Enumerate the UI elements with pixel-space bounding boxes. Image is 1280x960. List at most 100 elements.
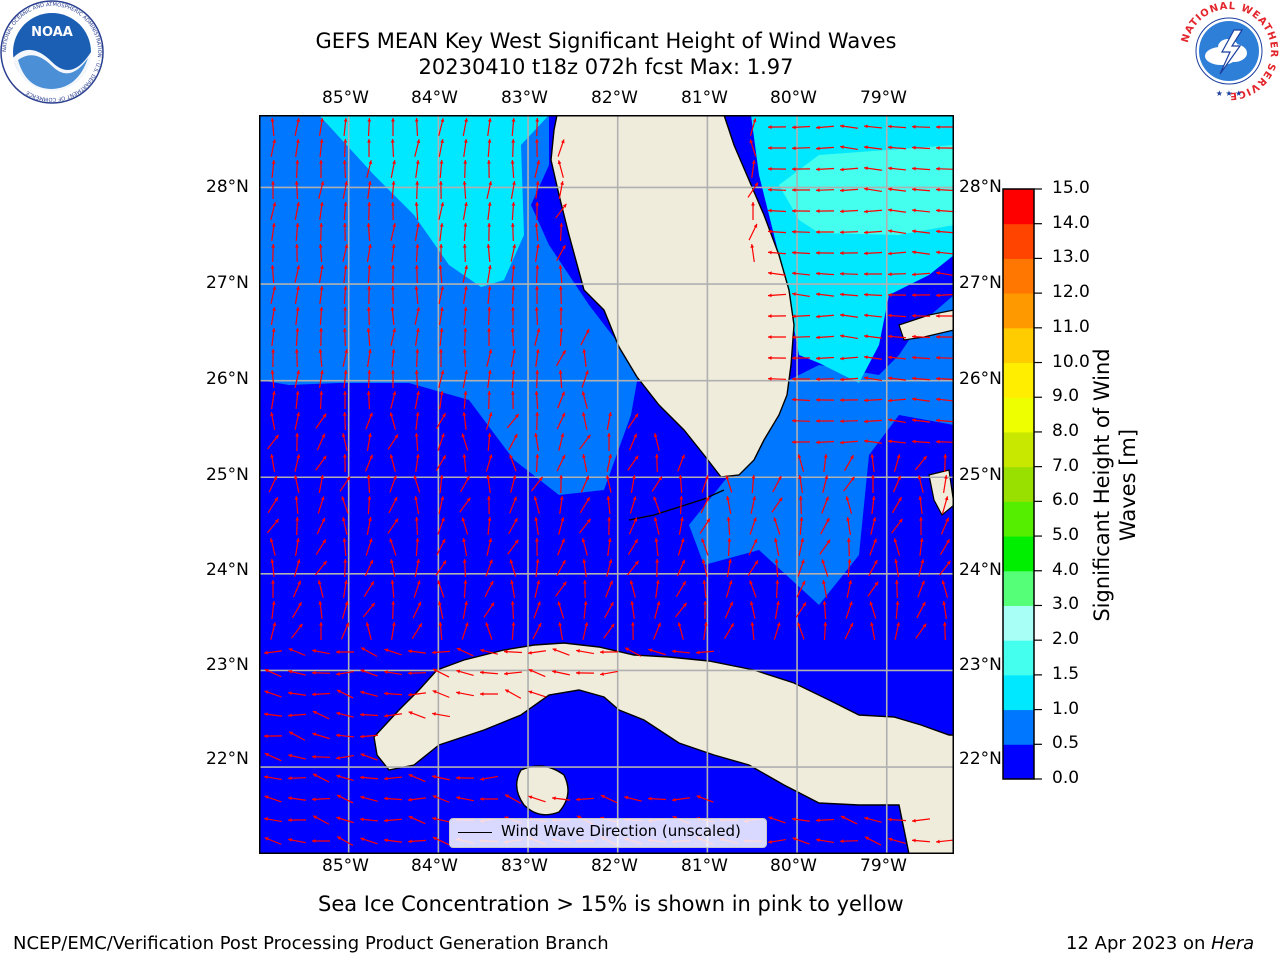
wave-direction-arrow (791, 125, 811, 130)
wave-direction-arrow (647, 796, 667, 801)
wave-direction-arrow (435, 412, 447, 430)
noaa-logo-text: NOAA (31, 25, 73, 40)
wave-direction-arrow (389, 454, 396, 472)
wave-direction-arrow (816, 230, 834, 234)
colorbar-band (1003, 431, 1034, 468)
wave-direction-arrow (651, 476, 663, 492)
wave-direction-arrow (263, 712, 283, 717)
wave-direction-arrow (439, 222, 444, 242)
wave-direction-arrow (654, 453, 659, 473)
wave-direction-arrow (415, 454, 420, 472)
wave-direction-arrow (316, 433, 326, 451)
isla-juventud-landmass (516, 765, 569, 816)
wave-direction-arrow (391, 264, 396, 284)
wave-direction-arrow (887, 313, 907, 318)
wave-direction-arrow (360, 690, 378, 697)
wave-direction-arrow (911, 145, 931, 150)
wave-direction-arrow (579, 434, 591, 450)
wave-direction-arrow (677, 538, 685, 556)
wave-direction-arrow (359, 734, 379, 739)
wave-direction-arrow (559, 327, 564, 347)
wave-direction-arrow (846, 537, 851, 557)
wave-direction-arrow (863, 292, 883, 297)
wave-direction-arrow (791, 314, 811, 319)
wave-direction-arrow (408, 773, 426, 783)
wave-direction-arrow (582, 622, 589, 640)
wave-direction-arrow (486, 265, 492, 283)
wave-direction-arrow (312, 649, 330, 655)
colorbar-band (1003, 258, 1034, 294)
wave-direction-arrow (799, 516, 804, 536)
wave-direction-arrow (559, 306, 564, 326)
wave-direction-arrow (437, 517, 445, 535)
wave-direction-arrow (815, 167, 835, 172)
wave-direction-arrow (771, 497, 783, 513)
wave-direction-arrow (439, 474, 444, 494)
colorbar-tick-label: 8.0 (1052, 420, 1080, 441)
wave-direction-arrow (503, 671, 523, 676)
wave-direction-arrow (411, 623, 423, 639)
wave-direction-arrow (792, 377, 810, 381)
wave-direction-arrow (767, 355, 787, 360)
wave-direction-arrow (887, 398, 907, 403)
wave-direction-arrow (654, 537, 659, 557)
wave-direction-arrow (439, 159, 444, 179)
wave-direction-arrow (336, 689, 354, 699)
wave-direction-arrow (815, 335, 835, 340)
wave-direction-arrow (772, 475, 782, 493)
wave-direction-arrow (391, 600, 396, 620)
wave-direction-arrow (840, 334, 858, 340)
wave-direction-arrow (557, 160, 564, 178)
wave-direction-arrow (439, 243, 444, 263)
wave-direction-arrow (626, 560, 640, 576)
wave-direction-arrow (727, 537, 732, 557)
wave-direction-arrow (359, 775, 379, 780)
wave-direction-arrow (653, 496, 661, 514)
wave-direction-arrow (768, 271, 786, 276)
colorbar-tick-label: 4.0 (1052, 559, 1080, 580)
wave-direction-arrow (863, 313, 883, 318)
wave-direction-arrow (319, 222, 324, 242)
wave-direction-arrow (887, 145, 907, 150)
wave-direction-arrow (606, 412, 612, 430)
wave-direction-arrow (815, 250, 835, 255)
wave-direction-arrow (748, 538, 758, 556)
wave-direction-arrow (439, 327, 444, 347)
wave-direction-arrow (437, 580, 445, 598)
wave-direction-arrow (295, 516, 300, 536)
wave-direction-arrow (556, 559, 566, 577)
wave-direction-arrow (455, 775, 475, 780)
colorbar-tick-label: 7.0 (1052, 455, 1080, 476)
wave-direction-arrow (438, 139, 444, 157)
wave-direction-arrow (918, 495, 923, 515)
wave-direction-arrow (653, 433, 660, 451)
wave-direction-arrow (487, 138, 492, 158)
wave-direction-arrow (535, 201, 540, 221)
wave-direction-arrow (677, 454, 685, 472)
wave-direction-arrow (389, 412, 397, 430)
wave-direction-arrow (511, 621, 516, 641)
wave-direction-arrow (627, 538, 639, 556)
wave-direction-arrow (671, 649, 691, 654)
colorbar-tick-label: 15.0 (1052, 178, 1090, 198)
wave-direction-arrow (821, 496, 829, 514)
wave-direction-arrow (751, 474, 756, 494)
wave-direction-arrow (486, 349, 493, 367)
wave-direction-arrow (917, 475, 924, 493)
wave-direction-arrow (509, 559, 517, 577)
wave-direction-arrow (365, 622, 372, 640)
wave-direction-arrow (558, 264, 563, 284)
wave-direction-arrow (271, 348, 276, 368)
wave-direction-arrow (432, 712, 450, 718)
wave-direction-arrow (887, 439, 907, 444)
wave-direction-arrow (556, 412, 566, 430)
wave-direction-arrow (509, 496, 517, 514)
wave-direction-arrow (316, 517, 326, 535)
wave-direction-arrow (823, 621, 828, 641)
wave-direction-arrow (798, 475, 804, 493)
wave-direction-arrow (654, 601, 661, 619)
wave-direction-arrow (435, 454, 447, 472)
wave-direction-arrow (387, 518, 399, 534)
wave-direction-arrow (941, 496, 949, 514)
wave-direction-arrow (767, 166, 787, 171)
